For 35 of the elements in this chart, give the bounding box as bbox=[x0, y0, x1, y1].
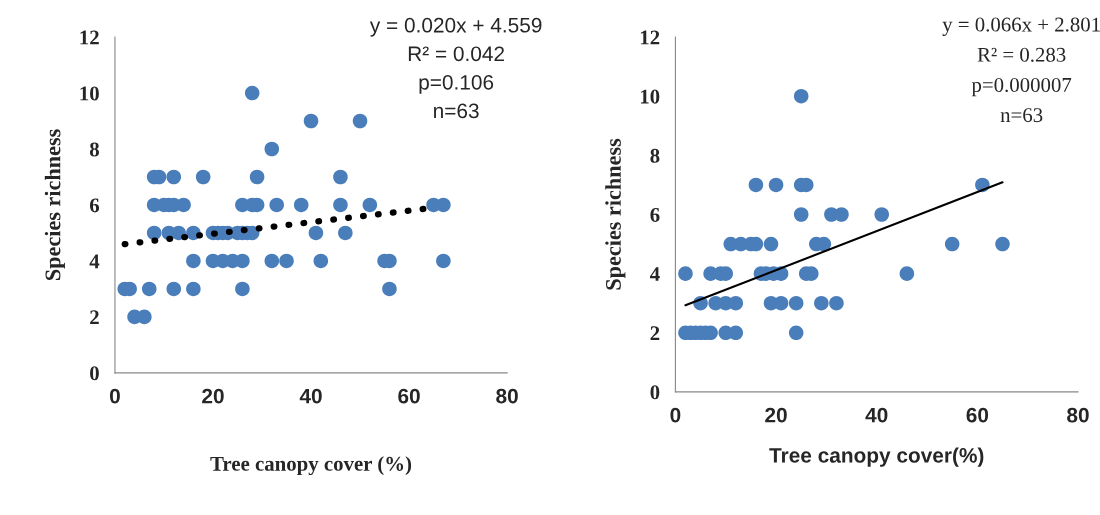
y-tick-label: 10 bbox=[640, 89, 660, 104]
y-tick-label: 6 bbox=[650, 207, 660, 222]
y-tick-label: 10 bbox=[80, 86, 99, 101]
y-tick-label: 8 bbox=[650, 148, 660, 163]
x-tick-label: 80 bbox=[496, 388, 518, 404]
y-tick-label: 2 bbox=[90, 310, 99, 325]
x-axis-title: Tree canopy cover (%) bbox=[210, 456, 412, 476]
annotation: R² = 0.042 bbox=[408, 46, 505, 62]
text: y = 0.020x + 4.559 bbox=[369, 17, 542, 37]
annotation: n=63 bbox=[434, 103, 479, 119]
y-tick-label: 0 bbox=[90, 366, 99, 381]
x-tick-label: 40 bbox=[299, 388, 322, 404]
x-axis-title: Tree canopy cover(%) bbox=[769, 447, 984, 467]
x-tick-label: 0 bbox=[109, 388, 120, 404]
y-tick-label: 4 bbox=[649, 267, 660, 281]
y-tick-label: 8 bbox=[89, 142, 99, 157]
y-tick-label: 6 bbox=[89, 198, 100, 213]
x-tick-label: 20 bbox=[202, 388, 224, 404]
x-tick-label: 60 bbox=[398, 388, 420, 404]
x-tick-label: 40 bbox=[865, 407, 888, 423]
x-tick-label: 0 bbox=[670, 407, 681, 423]
annotation: p=0.000007 bbox=[971, 77, 1072, 97]
annotation: p=0.106 bbox=[419, 74, 494, 94]
x-tick-label: 20 bbox=[765, 407, 787, 423]
annotation: R² = 0.283 bbox=[977, 47, 1066, 62]
y-axis-title: Species richness bbox=[605, 138, 626, 290]
annotation: n=63 bbox=[1000, 108, 1043, 123]
text: y = 0.066x + 2.801 bbox=[942, 17, 1100, 36]
y-tick-label: 12 bbox=[640, 30, 660, 45]
y-tick-label: 12 bbox=[80, 30, 99, 45]
y-tick-label: 2 bbox=[650, 326, 660, 340]
x-tick-label: 80 bbox=[1067, 407, 1089, 423]
y-axis-title: Species richness bbox=[44, 129, 65, 281]
y-tick-label: 4 bbox=[89, 254, 100, 269]
x-tick-label: 60 bbox=[966, 407, 989, 423]
